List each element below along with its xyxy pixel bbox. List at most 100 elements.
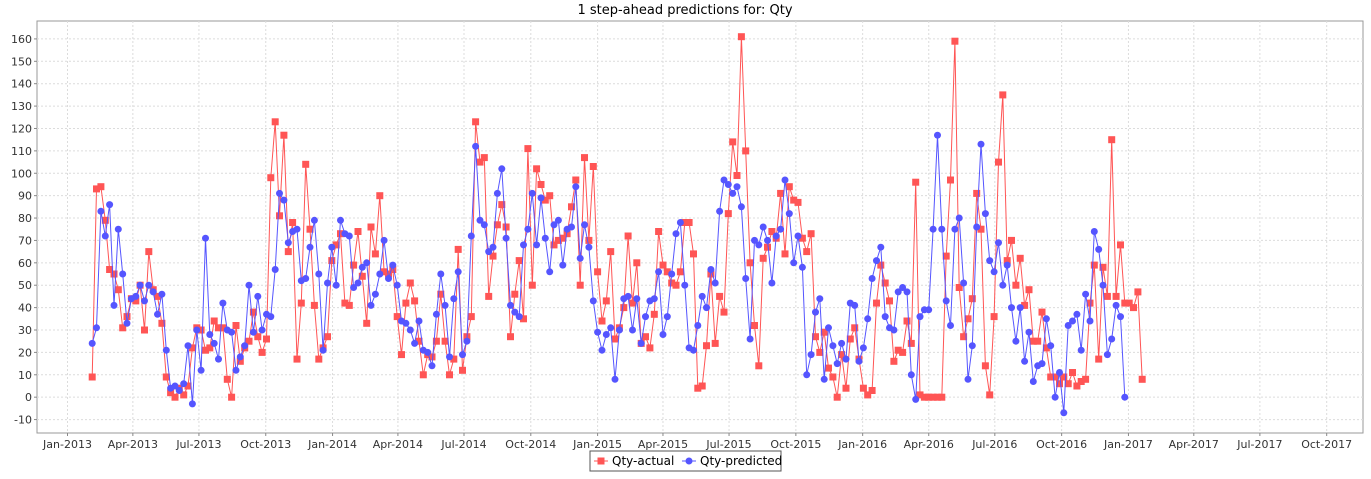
data-point-actual bbox=[354, 228, 362, 235]
data-point-predicted bbox=[106, 201, 114, 209]
data-point-predicted bbox=[350, 284, 358, 291]
data-point-predicted bbox=[1008, 304, 1015, 312]
data-point-actual bbox=[807, 230, 815, 238]
y-tick-label: 130 bbox=[11, 100, 32, 113]
data-point-predicted bbox=[162, 346, 170, 354]
data-point-actual bbox=[110, 270, 118, 278]
data-point-predicted bbox=[472, 142, 480, 150]
data-point-actual bbox=[450, 355, 458, 363]
data-point-predicted bbox=[354, 279, 362, 287]
data-point-predicted bbox=[154, 310, 161, 318]
data-point-actual bbox=[393, 313, 401, 321]
data-point-predicted bbox=[515, 313, 523, 321]
data-point-actual bbox=[864, 391, 872, 399]
data-point-predicted bbox=[995, 239, 1002, 247]
data-point-actual bbox=[162, 373, 170, 381]
data-point-actual bbox=[184, 382, 192, 390]
data-point-predicted bbox=[367, 301, 375, 309]
data-point-predicted bbox=[938, 225, 946, 233]
data-point-predicted bbox=[158, 290, 166, 298]
data-point-predicted bbox=[502, 234, 510, 242]
data-point-actual bbox=[1103, 292, 1111, 300]
data-point-predicted bbox=[101, 232, 109, 240]
data-point-actual bbox=[171, 393, 179, 401]
data-point-predicted bbox=[276, 189, 283, 197]
data-point-predicted bbox=[88, 339, 96, 347]
data-point-predicted bbox=[589, 297, 597, 305]
data-point-predicted bbox=[951, 225, 959, 233]
y-tick-label: 150 bbox=[11, 55, 32, 68]
data-point-actual bbox=[1095, 355, 1103, 363]
data-point-actual bbox=[785, 183, 793, 191]
data-point-actual bbox=[742, 147, 750, 155]
data-point-actual bbox=[611, 335, 619, 343]
data-point-actual bbox=[672, 281, 680, 289]
data-point-actual bbox=[371, 250, 379, 258]
data-point-actual bbox=[1034, 337, 1042, 345]
data-point-predicted bbox=[964, 375, 972, 383]
data-point-actual bbox=[546, 192, 554, 200]
legend-label-predicted: Qty-predicted bbox=[700, 454, 782, 468]
data-point-actual bbox=[97, 183, 105, 191]
data-point-actual bbox=[868, 387, 876, 394]
data-point-predicted bbox=[389, 261, 397, 269]
data-point-predicted bbox=[528, 189, 536, 197]
data-point-actual bbox=[968, 295, 976, 303]
data-point-predicted bbox=[672, 230, 680, 238]
y-tick-label: 110 bbox=[11, 145, 32, 158]
data-point-predicted bbox=[215, 355, 222, 363]
data-point-actual bbox=[249, 308, 257, 316]
chart-title: 1 step-ahead predictions for: Qty bbox=[577, 3, 792, 18]
data-point-predicted bbox=[960, 279, 968, 287]
data-point-actual bbox=[154, 292, 161, 300]
data-point-actual bbox=[467, 313, 475, 321]
data-point-predicted bbox=[981, 210, 989, 218]
data-point-predicted bbox=[546, 268, 554, 276]
data-point-actual bbox=[280, 131, 288, 139]
data-point-predicted bbox=[310, 216, 318, 224]
data-point-predicted bbox=[206, 331, 214, 338]
data-point-actual bbox=[685, 219, 693, 226]
data-point-actual bbox=[955, 284, 963, 291]
data-point-predicted bbox=[807, 351, 815, 359]
data-point-actual bbox=[655, 228, 663, 235]
data-point-predicted bbox=[437, 270, 445, 278]
data-point-predicted bbox=[441, 301, 449, 309]
data-point-predicted bbox=[315, 270, 323, 278]
data-point-actual bbox=[751, 322, 758, 329]
data-point-predicted bbox=[1086, 317, 1094, 325]
x-tick-label: Oct-2015 bbox=[770, 438, 821, 451]
data-point-predicted bbox=[480, 221, 488, 229]
data-point-predicted bbox=[1016, 304, 1024, 312]
data-point-actual bbox=[960, 333, 968, 341]
data-point-actual bbox=[324, 333, 331, 341]
data-point-actual bbox=[520, 315, 527, 323]
data-point-actual bbox=[947, 176, 954, 184]
data-point-predicted bbox=[694, 322, 702, 329]
data-point-predicted bbox=[716, 207, 724, 215]
data-point-predicted bbox=[485, 248, 493, 256]
y-tick-label: 30 bbox=[18, 324, 32, 337]
data-point-predicted bbox=[611, 375, 619, 383]
data-point-actual bbox=[859, 384, 867, 392]
data-point-predicted bbox=[720, 176, 728, 184]
y-tick-label: 80 bbox=[18, 212, 32, 225]
x-tick-label: Jan-2015 bbox=[572, 438, 622, 451]
data-point-actual bbox=[851, 324, 859, 332]
data-point-actual bbox=[236, 357, 244, 365]
data-point-predicted bbox=[1038, 360, 1046, 368]
data-point-actual bbox=[764, 243, 771, 251]
data-point-actual bbox=[406, 279, 414, 287]
data-point-predicted bbox=[1095, 245, 1103, 253]
series-group bbox=[88, 33, 1146, 417]
data-point-actual bbox=[676, 268, 684, 276]
data-point-predicted bbox=[1047, 342, 1055, 350]
data-point-predicted bbox=[668, 270, 676, 278]
data-point-predicted bbox=[219, 299, 227, 307]
data-point-predicted bbox=[520, 241, 527, 249]
data-point-actual bbox=[668, 279, 676, 287]
x-tick-label: Oct-2017 bbox=[1301, 438, 1352, 451]
data-point-actual bbox=[694, 384, 702, 392]
data-point-predicted bbox=[402, 319, 410, 327]
